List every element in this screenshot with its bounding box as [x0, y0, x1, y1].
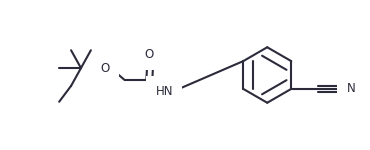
Text: N: N: [347, 82, 356, 95]
Text: HN: HN: [155, 85, 173, 98]
Text: O: O: [100, 61, 110, 75]
Text: O: O: [145, 48, 154, 61]
